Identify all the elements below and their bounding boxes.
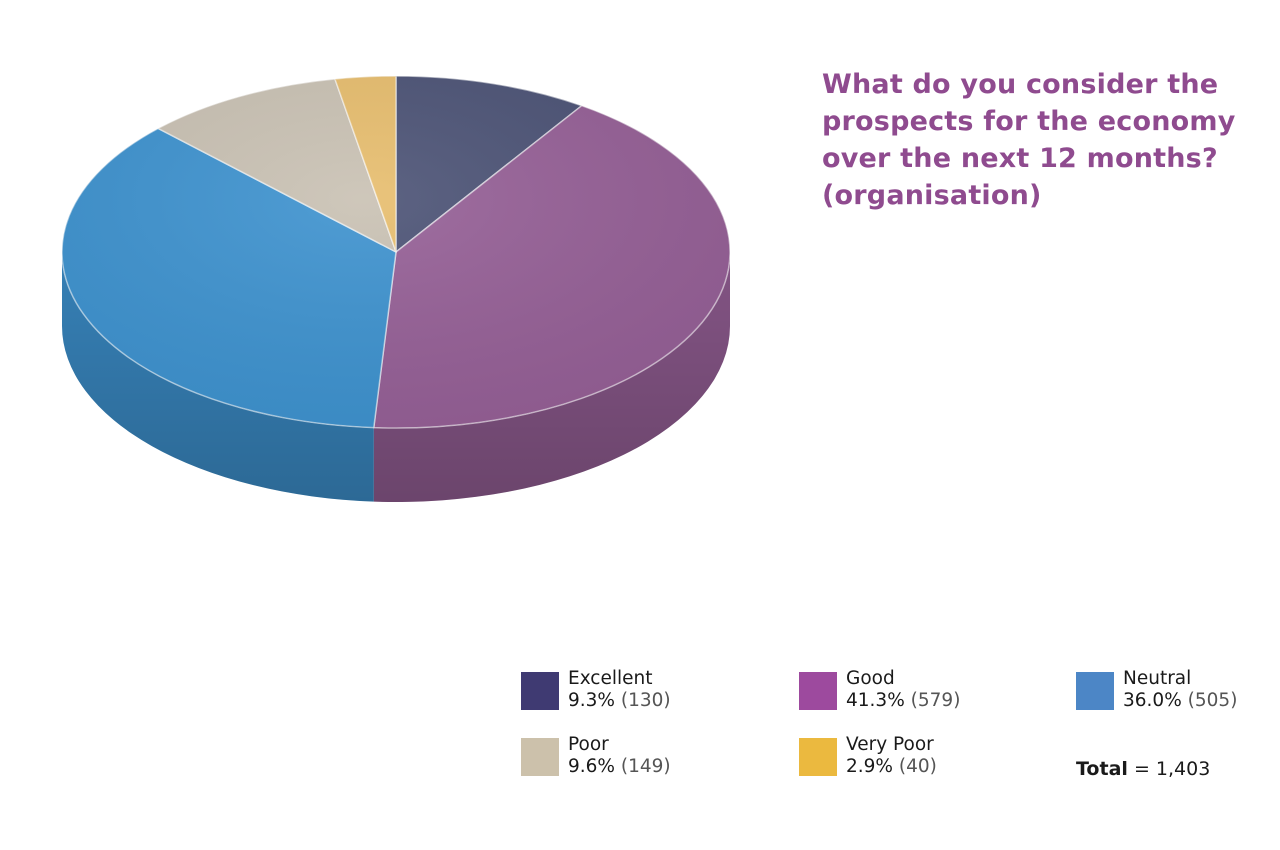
legend-count-very-poor: (40) <box>898 756 937 777</box>
legend-count-excellent: (130) <box>620 690 671 711</box>
legend-count-good: (579) <box>910 690 961 711</box>
legend-count-poor: (149) <box>620 756 671 777</box>
legend-swatch-neutral <box>1076 672 1114 710</box>
legend-percent-poor: 9.6% <box>568 756 615 777</box>
legend-label-poor: Poor <box>568 734 609 755</box>
legend-swatch-excellent <box>521 672 559 710</box>
legend-label-excellent: Excellent <box>568 668 653 689</box>
legend-label-good: Good <box>846 668 895 689</box>
total-label: Total <box>1076 758 1128 780</box>
legend-percent-excellent: 9.3% <box>568 690 615 711</box>
total-value: = 1,403 <box>1133 758 1211 780</box>
legend-percent-very-poor: 2.9% <box>846 756 893 777</box>
legend-label-very-poor: Very Poor <box>846 734 934 755</box>
legend-swatch-poor <box>521 738 559 776</box>
legend-swatch-very-poor <box>799 738 837 776</box>
pie-chart <box>61 75 731 502</box>
legend-percent-neutral: 36.0% <box>1123 690 1182 711</box>
pie-side-shade <box>62 252 730 502</box>
legend-swatch-good <box>799 672 837 710</box>
chart-title: What do you consider the prospects for t… <box>822 69 1236 211</box>
legend-count-neutral: (505) <box>1187 690 1238 711</box>
total-count: Total = 1,403 <box>1076 758 1210 780</box>
legend-percent-good: 41.3% <box>846 690 905 711</box>
legend-label-neutral: Neutral <box>1123 668 1192 689</box>
